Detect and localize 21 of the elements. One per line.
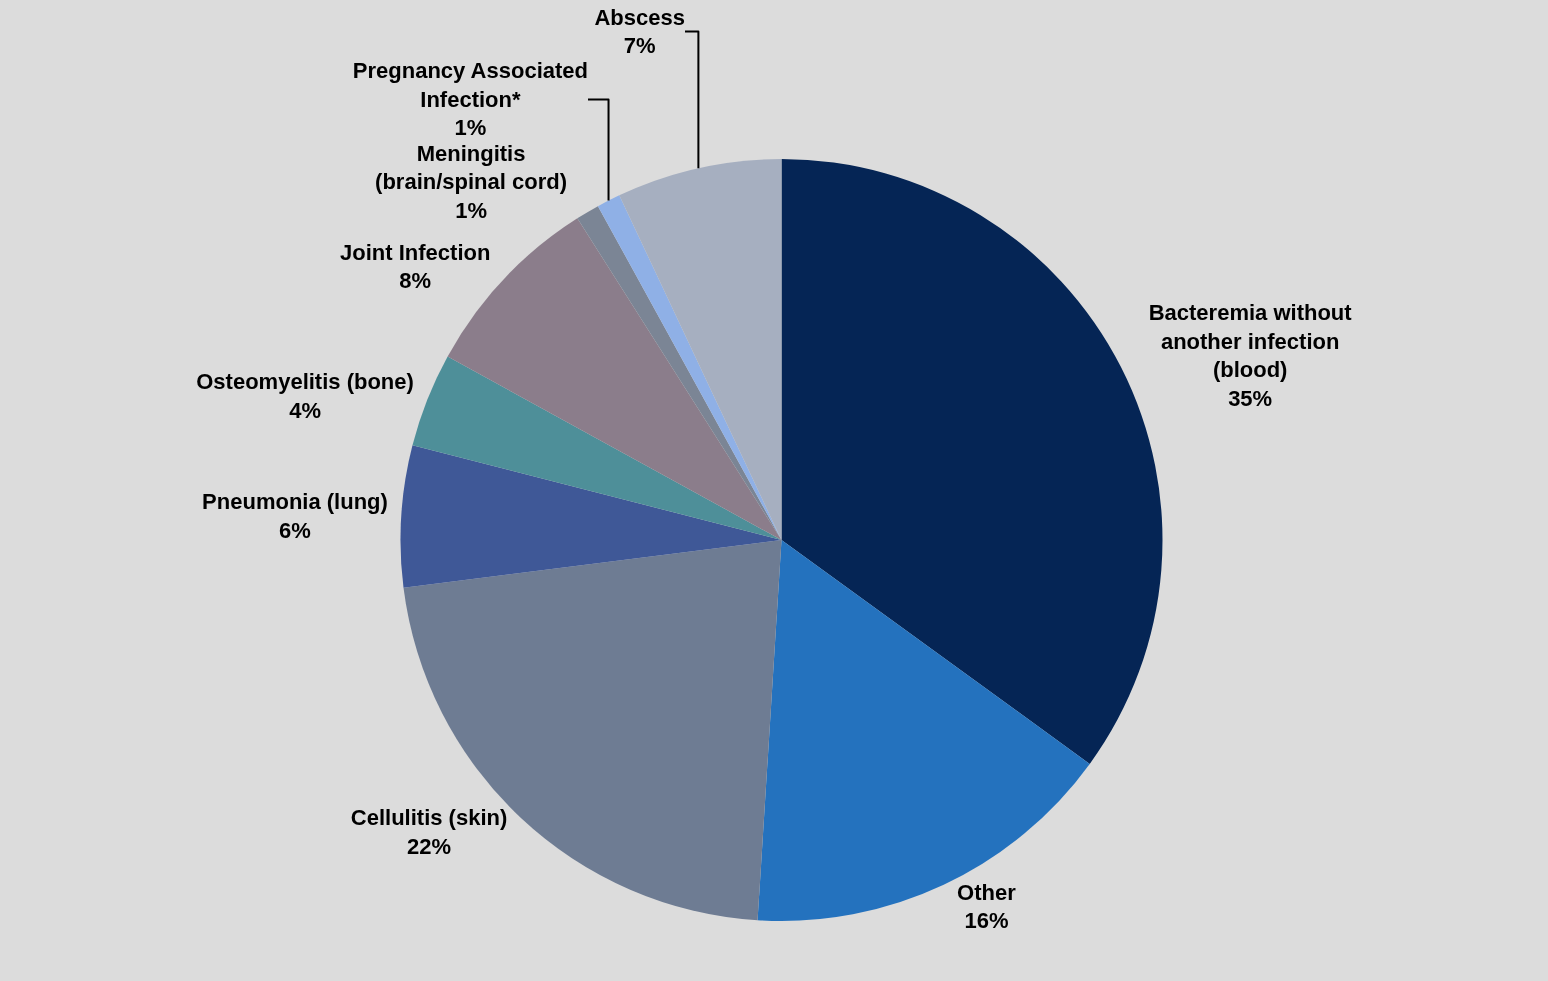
data-label: 35% [1228, 386, 1273, 412]
data-label: 8% [399, 268, 432, 294]
slice-label: Pneumonia (lung) [202, 489, 388, 515]
data-label: 6% [279, 517, 311, 543]
slice-label: Other [957, 879, 1017, 905]
slice-label: Osteomyelitis (bone) [196, 369, 414, 395]
data-label: 22% [407, 833, 452, 859]
slice-label: Joint Infection [340, 239, 491, 265]
pie-slice [400, 445, 782, 588]
data-label: 4% [289, 397, 321, 423]
slice-label: Abscess [594, 4, 685, 30]
slice-label: Pregnancy Associated Infection* [352, 58, 588, 112]
slice-label: Meningitis (brain/spinal cord) [375, 140, 568, 195]
slice-label: Cellulitis (skin) [350, 805, 508, 831]
pie-slice [619, 159, 782, 540]
data-label: 16% [964, 908, 1009, 934]
slice-label: Bacteremia without another infection (blood) [1148, 300, 1353, 383]
data-label: 1% [454, 115, 487, 141]
data-label: 1% [455, 197, 487, 223]
pie-slice [412, 356, 782, 540]
data-label: 7% [623, 33, 656, 59]
